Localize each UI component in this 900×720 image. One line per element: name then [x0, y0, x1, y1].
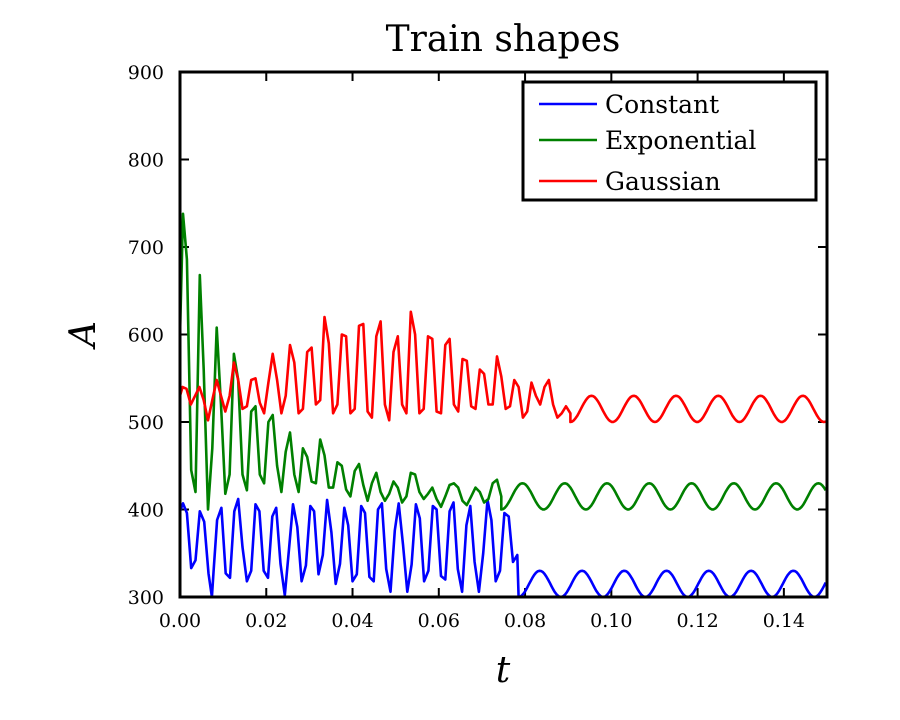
x-tick-label: 0.04: [331, 610, 373, 632]
legend-label-constant: Constant: [605, 90, 719, 119]
y-axis-ticks: 300 400 500 600 700 800 900: [128, 62, 827, 609]
legend-label-gaussian: Gaussian: [605, 167, 721, 196]
y-tick-label: 500: [128, 412, 164, 434]
x-tick-label: 0.12: [676, 610, 718, 632]
x-axis-ticks: 0.00 0.02 0.04 0.06 0.08 0.10 0.12 0.14: [159, 72, 805, 632]
series-line-exponential: [178, 212, 827, 511]
y-tick-label: 800: [128, 150, 164, 172]
y-tick-label: 600: [128, 325, 164, 347]
series-line-gaussian: [178, 310, 826, 424]
y-axis-label: A: [63, 321, 104, 350]
x-tick-label: 0.08: [504, 610, 546, 632]
x-tick-label: 0.02: [245, 610, 287, 632]
legend: Constant Exponential Gaussian: [521, 80, 818, 202]
y-tick-label: 900: [128, 62, 164, 84]
x-tick-label: 0.00: [159, 610, 201, 632]
y-tick-label: 700: [128, 237, 164, 259]
chart-title: Train shapes: [386, 19, 621, 60]
x-tick-label: 0.06: [418, 610, 460, 632]
plot-frame: [178, 70, 829, 599]
y-tick-label: 300: [128, 587, 164, 609]
legend-label-exponential: Exponential: [605, 126, 756, 155]
x-axis-label: t: [496, 650, 511, 691]
x-tick-label: 0.14: [763, 610, 805, 632]
y-tick-label: 400: [128, 500, 164, 522]
x-tick-label: 0.10: [590, 610, 632, 632]
